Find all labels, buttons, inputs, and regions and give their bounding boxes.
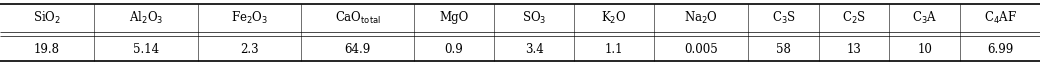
Text: Na$_2$O: Na$_2$O: [684, 10, 719, 26]
Text: C$_2$S: C$_2$S: [842, 10, 866, 26]
Text: Fe$_2$O$_3$: Fe$_2$O$_3$: [231, 10, 268, 26]
Text: 3.4: 3.4: [525, 43, 544, 56]
Text: 10: 10: [917, 43, 932, 56]
Text: 13: 13: [847, 43, 861, 56]
Text: 5.14: 5.14: [133, 43, 159, 56]
Text: 0.9: 0.9: [445, 43, 464, 56]
Text: 6.99: 6.99: [987, 43, 1013, 56]
Text: C$_4$AF: C$_4$AF: [984, 10, 1016, 26]
Text: SO$_3$: SO$_3$: [522, 10, 546, 26]
Text: C$_3$A: C$_3$A: [912, 10, 937, 26]
Text: Al$_2$O$_3$: Al$_2$O$_3$: [129, 10, 163, 26]
Text: 1.1: 1.1: [605, 43, 623, 56]
Text: 58: 58: [776, 43, 791, 56]
Text: K$_2$O: K$_2$O: [601, 10, 627, 26]
Text: CaO$_{\mathrm{total}}$: CaO$_{\mathrm{total}}$: [335, 10, 381, 26]
Text: 0.005: 0.005: [684, 43, 718, 56]
Text: MgO: MgO: [440, 11, 469, 24]
Text: 64.9: 64.9: [344, 43, 371, 56]
Text: 2.3: 2.3: [240, 43, 259, 56]
Text: C$_3$S: C$_3$S: [772, 10, 796, 26]
Text: 19.8: 19.8: [34, 43, 60, 56]
Text: SiO$_2$: SiO$_2$: [33, 10, 61, 26]
